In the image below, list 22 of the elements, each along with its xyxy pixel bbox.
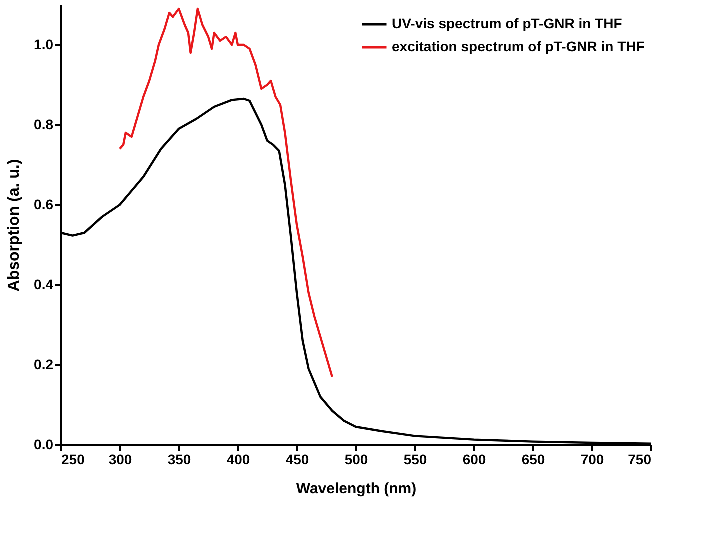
y-tick-label: 0.6 [34,196,54,212]
x-axis-title: Wavelength (nm) [296,480,417,498]
x-tick-label: 500 [344,452,368,468]
x-tick-label: 400 [226,452,250,468]
x-tick-label: 550 [404,452,428,468]
x-tick-label: 300 [108,452,132,468]
y-tick-label: 1.0 [34,36,54,52]
y-tick-label: 0.8 [34,116,54,132]
x-tick-label: 250 [62,452,86,468]
x-tick-label: 650 [522,452,546,468]
y-tick-label: 0.2 [34,356,54,372]
y-axis-title: Absorption (a. u.) [6,159,24,292]
x-tick-label: 450 [286,452,310,468]
x-tick-label: 600 [462,452,486,468]
y-tick-label: 0.0 [34,436,54,452]
x-tick-label: 700 [580,452,604,468]
x-tick-label: 750 [628,452,652,468]
legend-label: UV-vis spectrum of pT-GNR in THF [392,16,623,32]
legend-label: excitation spectrum of pT-GNR in THF [392,38,646,54]
y-tick-label: 0.4 [34,276,54,292]
line-series [118,8,334,378]
x-tick-label: 350 [168,452,192,468]
